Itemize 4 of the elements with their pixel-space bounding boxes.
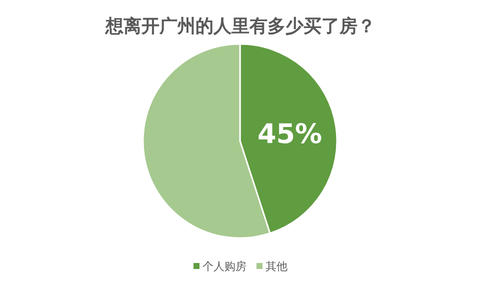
legend-label: 其他	[266, 260, 288, 273]
chart-title: 想离开广州的人里有多少买了房？	[104, 16, 376, 37]
legend-label: 个人购房	[202, 260, 246, 273]
data-label: 45%	[258, 119, 322, 150]
